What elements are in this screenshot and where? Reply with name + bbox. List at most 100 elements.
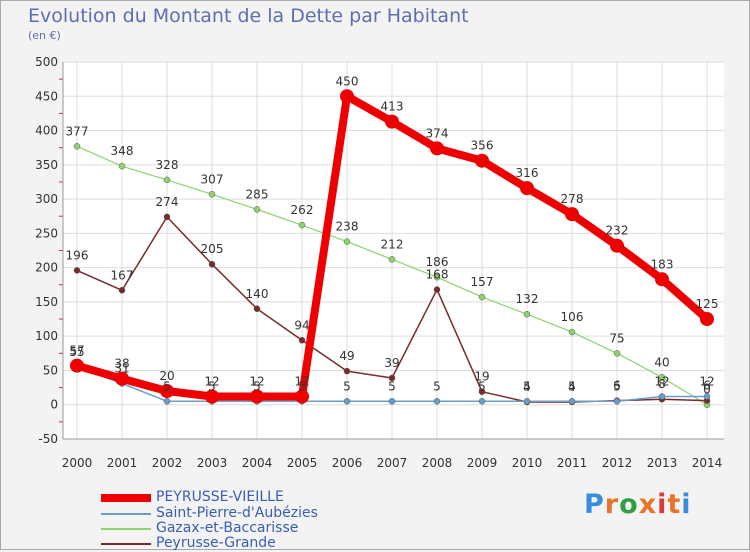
x-tick-label: 2011 [557, 456, 588, 470]
legend-label: PEYRUSSE-VIEILLE [156, 489, 284, 505]
data-point [613, 398, 621, 405]
data-point [568, 328, 576, 336]
data-label: 413 [381, 100, 404, 114]
data-point [343, 398, 351, 405]
data-label: 75 [609, 331, 624, 345]
data-point [115, 371, 129, 386]
x-tick-label: 2009 [467, 456, 498, 470]
data-label: 39 [384, 356, 399, 370]
data-label: 167 [111, 268, 134, 282]
data-point [430, 141, 444, 156]
data-point [388, 398, 396, 405]
data-point [568, 398, 576, 405]
data-point [658, 393, 666, 400]
data-label: 262 [291, 203, 314, 217]
data-label: 307 [201, 172, 224, 186]
y-tick-label: 300 [35, 192, 58, 206]
data-label: 348 [111, 144, 134, 158]
data-point [613, 350, 621, 357]
x-tick-label: 2013 [647, 456, 678, 470]
x-tick-label: 2008 [422, 456, 453, 470]
data-point [433, 286, 441, 293]
legend-swatch [101, 513, 151, 515]
data-label: 4 [568, 380, 576, 394]
data-label: 49 [339, 349, 354, 363]
data-label: 278 [561, 192, 584, 206]
data-point [208, 260, 216, 268]
logo-letter: x [638, 489, 658, 520]
x-tick-label: 2014 [692, 456, 723, 470]
data-label: 8 [658, 377, 666, 391]
data-point [343, 238, 351, 245]
data-point [253, 206, 261, 213]
data-label: 212 [381, 237, 404, 251]
legend-swatch [101, 543, 151, 545]
data-label: 232 [606, 224, 629, 238]
data-point [388, 256, 396, 263]
data-label: 140 [246, 287, 269, 301]
y-tick-label: 250 [35, 226, 58, 240]
data-point [703, 393, 711, 400]
data-label: 374 [426, 126, 449, 140]
data-label: 205 [201, 242, 224, 256]
data-point [433, 398, 441, 405]
data-label: 12 [249, 375, 264, 389]
data-point [478, 398, 486, 405]
data-point [298, 337, 306, 344]
data-label: 377 [66, 124, 89, 138]
proxiti-logo: Proxiti [584, 489, 692, 520]
data-label: 274 [156, 195, 179, 209]
y-tick-label: 100 [35, 329, 58, 343]
data-label: 55 [69, 345, 84, 359]
x-tick-label: 2006 [332, 456, 363, 470]
y-tick-label: 450 [35, 89, 58, 103]
logo-letter: r [604, 489, 620, 520]
legend-label: Saint-Pierre-d'Aubézies [156, 505, 318, 521]
x-tick-label: 2003 [197, 456, 228, 470]
data-point [163, 213, 171, 221]
data-point [163, 176, 171, 184]
data-point [250, 389, 264, 404]
legend-swatch [101, 494, 151, 502]
data-label: 38 [114, 357, 129, 371]
data-point [73, 267, 81, 274]
legend-label: Gazax-et-Baccarisse [156, 520, 299, 536]
data-label: 5 [433, 379, 441, 393]
y-tick-label: 0 [50, 398, 58, 412]
data-label: 19 [474, 370, 489, 384]
data-label: 168 [426, 268, 449, 282]
data-point [388, 374, 396, 382]
x-tick-label: 2005 [287, 456, 318, 470]
data-point [523, 398, 531, 405]
data-point [565, 207, 579, 222]
data-label: 238 [336, 220, 359, 234]
logo-letter: P [584, 489, 605, 520]
data-point [253, 305, 261, 313]
y-tick-label: 50 [43, 363, 58, 377]
data-label: 5 [568, 379, 576, 393]
data-label: 31 [114, 361, 129, 375]
data-label: 12 [204, 375, 219, 389]
data-label: 5 [343, 379, 351, 393]
data-label: 5 [298, 379, 306, 393]
x-tick-label: 2007 [377, 456, 408, 470]
logo-letter: t [667, 489, 682, 520]
data-point [478, 293, 486, 301]
data-point [295, 389, 309, 404]
data-label: 125 [696, 297, 719, 311]
data-label: 6 [613, 379, 621, 393]
data-label: 5 [253, 379, 261, 393]
data-label: 12 [699, 375, 714, 389]
data-label: 183 [651, 257, 674, 271]
data-point [520, 181, 534, 196]
y-tick-label: 200 [35, 261, 58, 275]
data-label: 20 [159, 369, 174, 383]
data-label: 5 [163, 379, 171, 393]
data-label: 57 [69, 344, 84, 358]
data-label: 5 [613, 379, 621, 393]
logo-letter: i [681, 489, 692, 520]
data-point [73, 143, 81, 150]
data-label: 450 [336, 74, 359, 88]
